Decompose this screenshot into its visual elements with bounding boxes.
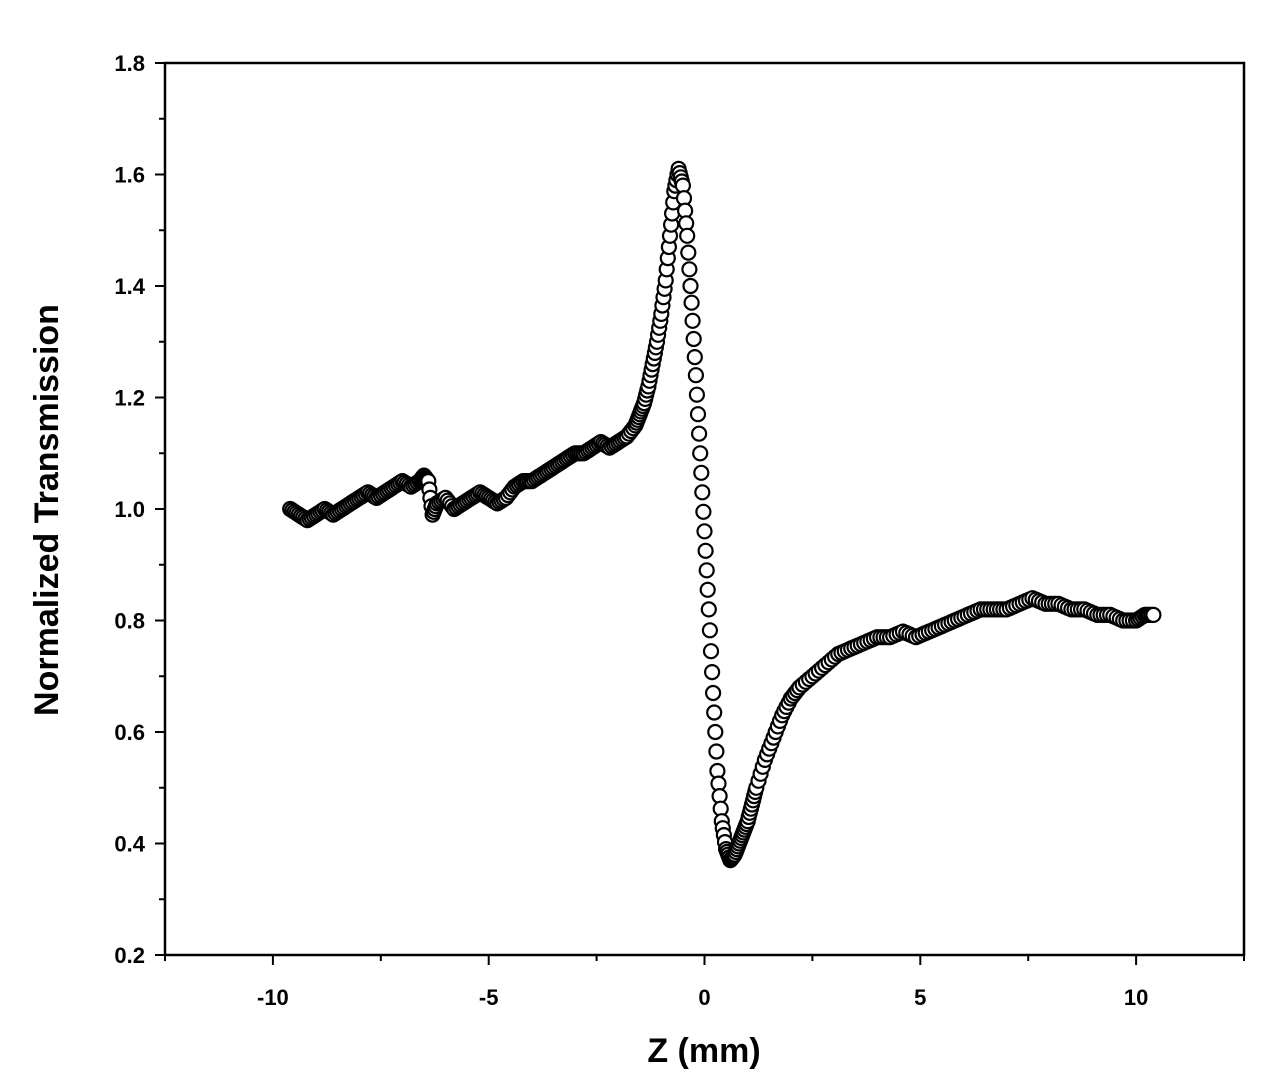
data-point <box>679 227 696 244</box>
y-tick-label: 1.6 <box>114 163 145 188</box>
x-tick-label: -5 <box>479 985 499 1010</box>
data-point <box>700 601 717 618</box>
data-point <box>681 261 698 278</box>
y-axis-title: Normalized Transmission <box>28 304 66 716</box>
data-point <box>688 386 706 403</box>
data-point <box>703 663 721 681</box>
y-tick-label: 0.2 <box>114 943 145 968</box>
data-point <box>701 622 719 639</box>
x-tick-label: 10 <box>1124 985 1148 1010</box>
data-point <box>695 503 712 520</box>
data-point <box>1145 606 1162 624</box>
y-tick-label: 1.8 <box>114 51 145 76</box>
data-point <box>696 523 713 540</box>
y-axis-ticks <box>155 62 165 956</box>
y-tick-label: 1.4 <box>114 274 145 299</box>
data-point <box>694 484 711 501</box>
data-point <box>680 244 697 261</box>
y-tick-label: 0.6 <box>114 720 145 745</box>
data-point <box>687 367 705 384</box>
x-tick-label: -10 <box>257 985 289 1010</box>
data-point <box>686 349 703 366</box>
y-tick-label: 1.2 <box>114 386 145 411</box>
x-axis-tick-labels: -10 -5 0 5 10 <box>257 985 1148 1010</box>
data-point <box>698 562 715 579</box>
data-series <box>282 160 1162 869</box>
y-tick-label: 1.0 <box>114 497 145 522</box>
data-point <box>684 312 701 329</box>
y-tick-label: 0.4 <box>114 832 145 857</box>
data-point <box>683 294 700 311</box>
x-tick-label: 5 <box>914 985 926 1010</box>
x-tick-label: 0 <box>698 985 710 1010</box>
data-point <box>707 723 724 741</box>
data-point <box>692 445 709 462</box>
x-axis-ticks <box>164 955 1245 965</box>
data-point <box>702 643 720 660</box>
data-point <box>693 464 710 481</box>
y-tick-label: 0.8 <box>114 609 145 634</box>
x-axis-title: Z (mm) <box>647 1032 760 1070</box>
data-point <box>690 425 708 442</box>
data-point <box>704 684 722 702</box>
data-point <box>708 743 725 760</box>
data-point <box>689 406 707 423</box>
data-point <box>697 542 714 559</box>
data-point <box>699 581 716 598</box>
y-axis-tick-labels: 0.2 0.4 0.6 0.8 1.0 1.2 1.4 1.6 1.8 <box>114 51 145 968</box>
data-point <box>706 704 723 721</box>
data-point <box>685 330 702 348</box>
data-point <box>682 277 699 295</box>
